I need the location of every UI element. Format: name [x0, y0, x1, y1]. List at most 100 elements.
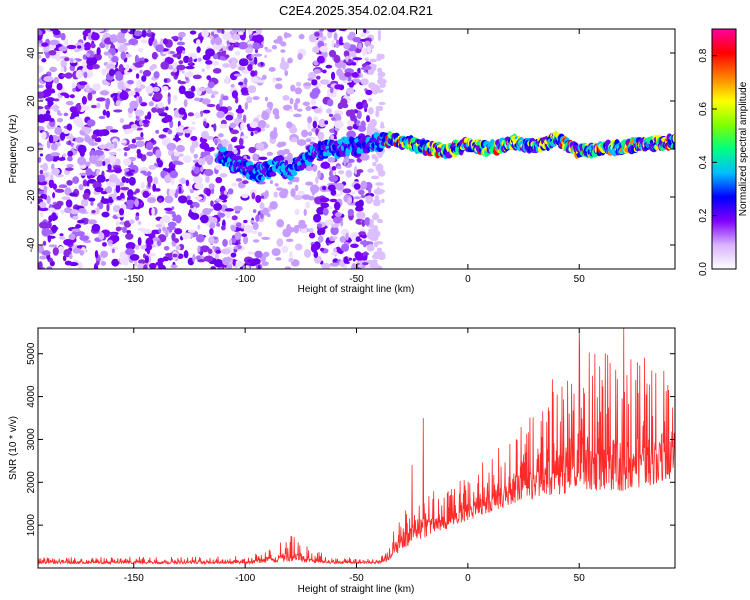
spectrogram-cell	[38, 109, 46, 115]
spectrogram-cell	[338, 37, 343, 45]
spectrogram-cell	[242, 114, 247, 123]
spectrogram-cell	[85, 52, 91, 57]
spectrogram-cell	[192, 253, 196, 263]
spectrogram-cell	[232, 259, 236, 267]
spectrogram-cell	[320, 247, 325, 252]
spectrogram-cell	[230, 137, 237, 143]
y-tick-label: 40	[26, 47, 37, 59]
spectrogram-cell	[237, 31, 244, 36]
spectrogram-cell	[173, 95, 178, 101]
spectrogram-cell	[87, 138, 95, 145]
spectrogram-cell	[102, 160, 106, 167]
spectrogram-cell	[358, 189, 365, 195]
spectrogram-cell	[350, 191, 355, 195]
spectrogram-cell	[38, 221, 49, 229]
spectrogram-cell	[376, 78, 387, 85]
spectrogram-cell	[230, 252, 237, 258]
spectrogram-cell	[153, 237, 160, 242]
spectrogram-cell	[375, 105, 384, 112]
spectrogram-cell	[320, 202, 330, 209]
spectrogram-cell	[290, 188, 296, 198]
spectrogram-cell	[184, 71, 194, 78]
spectrogram-cell	[368, 228, 378, 233]
spectrogram-cell	[303, 248, 312, 258]
spectrogram-cell	[50, 174, 54, 181]
spectrogram-cell	[95, 260, 100, 266]
spectrogram-cell	[183, 55, 190, 64]
spectrogram-cell	[64, 167, 74, 171]
spectrogram-cell	[163, 246, 170, 251]
spectrogram-cell	[86, 119, 96, 127]
spectrogram-cell	[82, 66, 87, 74]
spectrogram-cell	[235, 222, 242, 228]
spectrogram-cell	[188, 211, 195, 218]
spectrogram-cell	[194, 196, 203, 201]
spectrogram-cell	[58, 184, 68, 189]
spectrogram-cell	[56, 82, 63, 91]
spectrogram-cell	[360, 194, 366, 199]
spectrogram-cell	[210, 266, 216, 269]
spectrogram-cell	[214, 253, 219, 261]
spectrogram-cell	[333, 201, 341, 211]
spectrogram-cell	[219, 123, 228, 129]
spectrogram-cell	[75, 231, 85, 237]
spectrogram-cell	[150, 138, 155, 143]
spectrogram-cell	[362, 47, 367, 57]
x-tick-label: -150	[124, 573, 144, 584]
spectrogram-cell	[257, 79, 266, 83]
spectrogram-cell	[173, 151, 180, 157]
spectrogram-cell	[96, 169, 100, 176]
spectrogram-cell	[68, 253, 73, 259]
spectrogram-cell	[341, 243, 350, 252]
spectrogram-cell	[276, 143, 285, 148]
spectrogram-cell	[142, 154, 147, 161]
spectrogram-cell	[253, 56, 258, 65]
spectrogram-cell	[214, 37, 223, 46]
spectrogram-cell	[77, 219, 85, 224]
spectrogram-cell	[294, 208, 300, 216]
spectrogram-cell	[277, 149, 286, 157]
spectrogram-cell	[330, 251, 339, 256]
colorbar: 0.0 0.2 0.4 0.6 0.8 Normalized spectral ampl…	[698, 28, 749, 276]
spectrogram-cell	[210, 200, 214, 207]
spectrogram-cell	[94, 186, 104, 193]
spectrogram-cell	[38, 174, 46, 183]
spectrogram-cell	[315, 176, 319, 184]
spectrogram-cell	[293, 102, 298, 111]
spectrogram-cell	[365, 89, 373, 96]
spectrogram-cell	[51, 167, 60, 176]
spectrogram-cell	[329, 262, 340, 267]
spectrogram-cell	[161, 85, 169, 92]
spectrogram-cell	[338, 111, 344, 116]
spectrogram-cell	[235, 108, 245, 114]
spectrogram-cell	[126, 229, 132, 234]
spectrogram-cell	[135, 73, 140, 79]
spectrogram-track-cell	[672, 133, 675, 143]
spectrogram-cell	[38, 261, 43, 269]
spectrogram-cell	[363, 29, 367, 34]
spectrogram-cell	[171, 212, 177, 219]
spectrogram-cell	[343, 42, 351, 50]
spectrogram-cell	[183, 250, 189, 259]
spectrogram-cell	[78, 208, 87, 214]
spectrogram-cell	[134, 54, 140, 64]
spectrogram-cell	[96, 206, 100, 215]
spectrogram-cell	[98, 144, 108, 149]
spectrogram-cell	[272, 76, 276, 83]
spectrogram-cell	[76, 121, 85, 128]
spectrogram-cell	[100, 261, 107, 266]
spectrogram-cell	[100, 191, 108, 195]
spectrogram-cell	[127, 107, 134, 114]
spectrogram-cell	[43, 75, 54, 83]
spectrogram-cell	[332, 247, 337, 253]
spectrogram-cell	[196, 46, 201, 53]
spectrogram-cell	[279, 61, 290, 70]
spectrogram-cell	[216, 262, 225, 267]
spectrogram-cell	[175, 214, 182, 224]
spectrogram-cell	[304, 165, 313, 172]
spectrogram-cell	[102, 82, 111, 86]
spectrogram-cell	[62, 129, 70, 135]
spectrogram-cell	[47, 89, 56, 94]
spectrogram-cell	[39, 169, 44, 175]
spectrogram-cell	[303, 208, 307, 217]
